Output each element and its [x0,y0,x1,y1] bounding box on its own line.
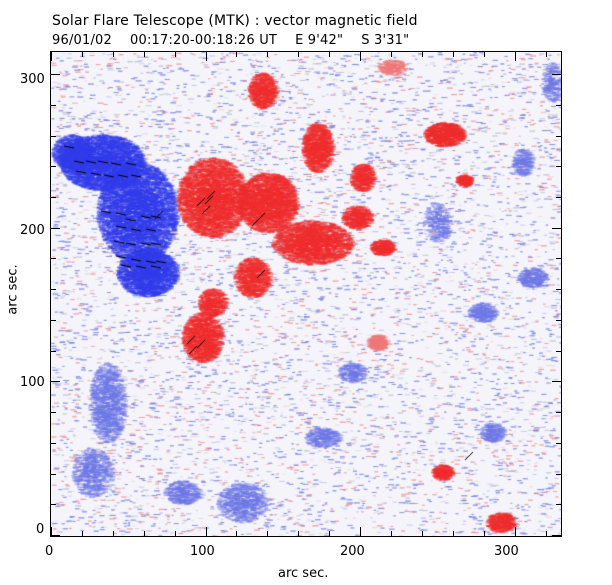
tick-mark [515,527,516,536]
tick-mark [556,166,561,167]
tick-mark [360,527,361,536]
x-tick-label-100: 100 [190,544,215,559]
tick-mark [175,52,176,57]
tick-mark [206,52,207,61]
plot-title: Solar Flare Telescope (MTK) : vector mag… [52,13,418,29]
y-tick-label-100: 100 [20,375,45,390]
tick-mark [391,531,392,536]
tick-mark [51,535,60,536]
tick-mark [391,52,392,57]
tick-mark [51,289,56,290]
tick-mark [51,504,56,505]
tick-mark [484,52,485,57]
tick-mark [422,52,423,57]
x-tick-label-0: 0 [45,544,54,559]
obs-east-coordinate: E 9'42" [295,33,344,48]
tick-mark [51,197,56,198]
tick-mark [82,52,83,57]
tick-mark [546,52,547,57]
tick-mark [453,531,454,536]
tick-mark [51,74,60,75]
tick-mark [51,351,56,352]
tick-mark [453,52,454,57]
tick-mark [556,105,561,106]
x-tick-label-200: 200 [340,544,365,559]
tick-mark [82,531,83,536]
tick-mark [556,351,561,352]
tick-mark [552,228,561,229]
tick-mark [144,531,145,536]
tick-mark [144,52,145,57]
tick-mark [51,527,52,536]
tick-mark [546,531,547,536]
tick-mark [236,52,237,57]
tick-mark [51,166,56,167]
tick-mark [556,136,561,137]
tick-mark [51,443,56,444]
tick-mark [556,197,561,198]
tick-mark [556,443,561,444]
tick-mark [51,136,56,137]
tick-mark [422,531,423,536]
tick-mark [113,52,114,57]
tick-mark [515,52,516,61]
x-axis-label: arc sec. [278,566,329,581]
tick-mark [556,412,561,413]
tick-mark [298,52,299,57]
tick-mark [51,320,56,321]
obs-time-range: 00:17:20-00:18:26 UT [130,33,278,48]
tick-mark [556,258,561,259]
tick-mark [51,381,60,382]
tick-mark [206,527,207,536]
tick-mark [556,289,561,290]
y-tick-label-0: 0 [36,522,45,537]
y-axis-label: arc sec. [5,264,21,315]
obs-date: 96/01/02 [52,33,112,48]
tick-mark [51,105,56,106]
tick-mark [556,504,561,505]
tick-mark [51,412,56,413]
tick-mark [236,531,237,536]
tick-mark [552,535,561,536]
tick-mark [552,74,561,75]
tick-mark [175,531,176,536]
tick-mark [51,474,56,475]
y-tick-label-200: 200 [20,223,45,238]
y-tick-label-300: 300 [20,72,45,87]
tick-mark [51,52,52,61]
observation-info: 96/01/02 00:17:20-00:18:26 UT E 9'42" S 3'3… [52,33,427,49]
tick-mark [484,531,485,536]
tick-mark [113,531,114,536]
tick-mark [51,228,60,229]
magnetogram-image [51,52,561,536]
tick-mark [329,531,330,536]
obs-south-coordinate: S 3'31" [361,33,410,48]
tick-mark [298,531,299,536]
tick-mark [360,52,361,61]
tick-mark [329,52,330,57]
tick-mark [552,381,561,382]
tick-mark [556,320,561,321]
magnetogram-frame [50,51,562,537]
tick-mark [267,52,268,57]
x-tick-label-300: 300 [494,544,519,559]
tick-mark [51,258,56,259]
tick-mark [267,531,268,536]
tick-mark [556,474,561,475]
